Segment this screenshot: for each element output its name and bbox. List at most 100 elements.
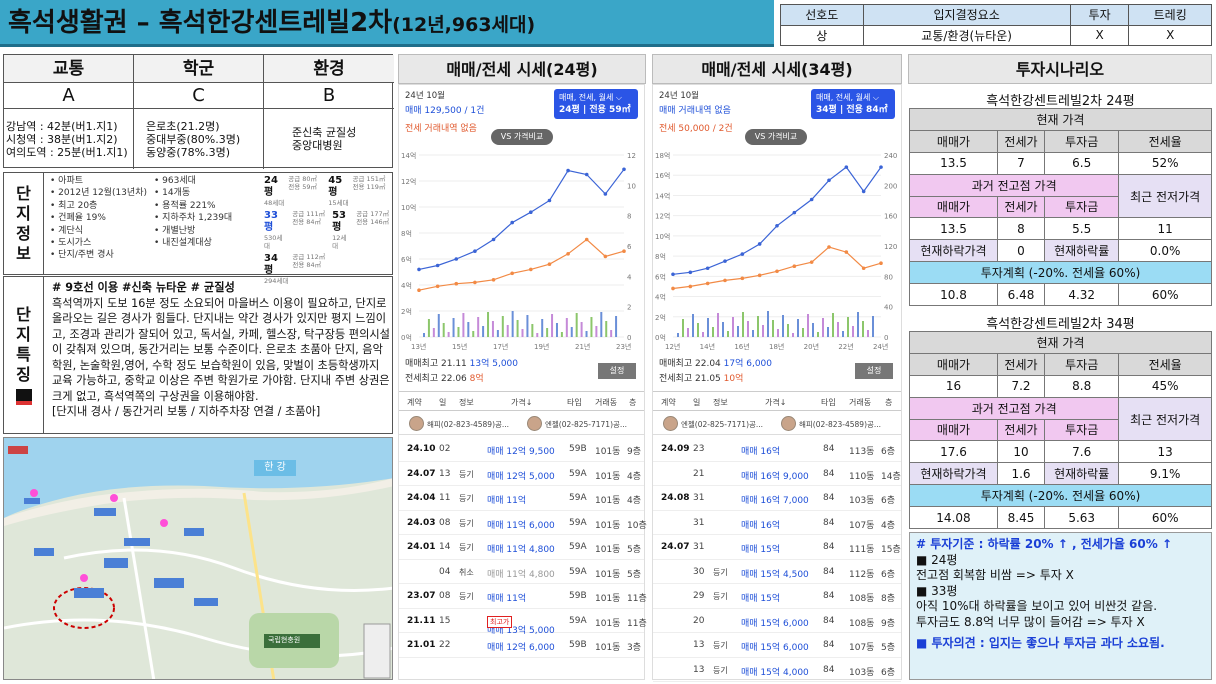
- label-char: 징: [16, 365, 31, 384]
- tx-dong: 101동: [595, 447, 621, 457]
- volume-bar: [677, 333, 679, 337]
- type-select-dropdown[interactable]: 매매, 전세, 월세 ⌵ 34평 | 전용 84㎡: [811, 89, 895, 119]
- table-row[interactable]: 30 등기 매매 15억 4,500 84 112동 6층: [653, 560, 901, 584]
- tx-kind: 등기: [713, 592, 728, 601]
- table-row[interactable]: 13 등기 매매 15억 4,000 84 103동 6층: [653, 658, 901, 682]
- location-map[interactable]: 한 강 국립현충원: [3, 437, 393, 680]
- agent-name[interactable]: 엔젤(02-825-7171)공...: [681, 420, 764, 429]
- x-tick-label: 22년: [838, 342, 853, 351]
- table-row[interactable]: 13 등기 매매 15억 6,000 84 107동 5층: [653, 633, 901, 658]
- tx-price: 매매 12억 9,500: [487, 447, 555, 457]
- type-area: 공급 80㎡ 전용 59㎡: [288, 175, 318, 191]
- investment: 8.8: [1044, 374, 1120, 398]
- col-head: 전세율: [1118, 352, 1212, 376]
- tx-floor: 4층: [627, 471, 642, 482]
- volume-bar: [697, 323, 699, 337]
- tx-kind: 등기: [713, 641, 728, 650]
- scenario-24-table: 현재 가격 매매가 전세가 투자금 전세율 13.5 7 6.5 52% 과거 전고점 가격…: [908, 108, 1212, 306]
- tx-kind: 등기: [459, 592, 474, 601]
- table-row[interactable]: 04 취소 매매 11억 4,800 59A 101동 5층: [399, 560, 644, 584]
- tx-header-cell: 타입: [567, 398, 582, 407]
- tx-type: 59B: [569, 640, 587, 650]
- select-type: 24평 | 전용 59㎡: [559, 105, 631, 115]
- series-line-전세: [672, 246, 882, 290]
- table-row[interactable]: 21.01 22 매매 12억 6,000 59B 101동 3층: [399, 633, 644, 658]
- table-row[interactable]: 24.04 11 등기 매매 11억 59A 101동 4층: [399, 486, 644, 511]
- table-row[interactable]: 21.11 15 매매 13억 5,000 59A 101동 11층 최고가: [399, 609, 647, 636]
- info-item: • 단지/주변 경사: [50, 250, 114, 261]
- table-row[interactable]: 31 매매 16억 84 107동 4층: [653, 511, 901, 535]
- scenario-24-title: 흑석한강센트레빌2차 24평: [986, 94, 1135, 109]
- tx-day: 31: [693, 493, 705, 503]
- type-households: 48세대: [264, 199, 285, 207]
- table-row[interactable]: 20 매매 15억 6,000 84 108동 9층: [653, 609, 901, 633]
- agent-name[interactable]: 엔젤(02-825-7171)공...: [545, 420, 628, 429]
- volume-bar: [536, 333, 539, 337]
- settings-button[interactable]: 설정: [855, 363, 893, 379]
- x-tick-label: 20년: [804, 342, 819, 351]
- volume-bar: [590, 317, 593, 337]
- settings-button[interactable]: 설정: [598, 363, 636, 379]
- features-footer: [단지내 경사 / 동간거리 보통 / 지하주차장 연결 / 초품아]: [52, 405, 321, 418]
- tx-dong: 101동: [595, 569, 621, 580]
- features-text: # 9호선 이용 #신축 뉴타운 # 균질성 흑석역까지 도보 16분 정도 소…: [52, 280, 390, 420]
- type-select-dropdown[interactable]: 매매, 전세, 월세 ⌵ 24평 | 전용 59㎡: [554, 89, 638, 119]
- volume-bar: [847, 317, 849, 337]
- volume-bar: [822, 318, 824, 337]
- volume-bar: [526, 315, 529, 337]
- type-row: 33평 530세대 공급 111㎡ 전용 84㎡ 53평 12세대 공급 177㎡ …: [264, 210, 392, 250]
- grade-environment: B: [264, 83, 394, 109]
- agent-name[interactable]: 해피(02-823-4589)공...: [799, 420, 882, 429]
- tx-day: 04: [439, 566, 451, 577]
- peak-info: 매매최고 22.04 17억 6,000 전세최고 21.05 10억: [659, 357, 772, 387]
- y-tick-label: 6억: [401, 256, 412, 264]
- table-row[interactable]: 21 매매 16억 9,000 84 110동 14층: [653, 462, 901, 486]
- data-point: [705, 281, 710, 286]
- table-row[interactable]: 23.07 08 등기 매매 11억 59B 101동 11층: [399, 584, 647, 609]
- compare-button[interactable]: VS 가격비교: [491, 129, 553, 145]
- tx-price: 매매 15억 4,000: [741, 667, 809, 678]
- table-row[interactable]: 24.10 02 매매 12억 9,500 59B 101동 9층: [399, 437, 644, 462]
- table-row[interactable]: 24.07 13 등기 매매 12억 5,000 59A 101동 4층: [399, 462, 644, 486]
- agent-name[interactable]: 해피(02-823-4589)공...: [427, 420, 510, 429]
- tx-floor: 4층: [627, 496, 642, 506]
- type-py: 45평: [328, 175, 343, 198]
- compare-button[interactable]: VS 가격비교: [745, 129, 807, 145]
- tx-kind: 등기: [713, 665, 728, 675]
- y2-tick-label: 10: [627, 182, 636, 190]
- drop-rate-label: 현재하락률: [1044, 239, 1120, 263]
- table-row[interactable]: 24.03 08 등기 매매 11억 6,000 59A 101동 10층: [399, 511, 647, 535]
- tx-day: 11: [439, 493, 451, 503]
- data-point: [809, 197, 814, 202]
- table-row[interactable]: 24.08 31 매매 16억 7,000 84 103동 6층: [653, 486, 901, 511]
- volume-bar: [437, 314, 440, 337]
- type-py: 33평: [264, 210, 278, 233]
- y2-tick-label: 0: [884, 334, 888, 342]
- tx-header-cell[interactable]: 가격↓: [511, 398, 533, 407]
- tx-header-cell: 일: [439, 398, 447, 407]
- select-line: 매매, 전세, 월세 ⌵: [559, 93, 622, 102]
- plan-sale: 14.08: [909, 506, 998, 529]
- desc-line: 중대부중(80%.3명): [146, 132, 241, 146]
- table-row[interactable]: 24.01 14 등기 매매 11억 4,800 59A 101동 5층: [399, 535, 644, 560]
- peak-value: 10억: [723, 374, 744, 384]
- tx-floor: 14층: [881, 471, 901, 482]
- data-point: [603, 254, 608, 259]
- table-row[interactable]: 29 등기 매매 15억 84 108동 8층: [653, 584, 901, 609]
- price-panel-34: 24년 10월 매매 거래내역 없음 전세 50,000 / 2건 매매, 전세…: [652, 84, 902, 682]
- complex-info-col2: • 963세대 • 14개동 • 용적률 221% • 지하주차 1,239대 …: [154, 175, 264, 249]
- data-point: [529, 267, 533, 272]
- tx-header-cell[interactable]: 가격↓: [765, 398, 787, 407]
- tx-type: 84: [823, 664, 835, 675]
- col-head: 매매가: [909, 195, 998, 219]
- table-row[interactable]: 24.07 31 매매 15억 84 111동 15층: [653, 535, 901, 560]
- tx-dong: 101동: [595, 618, 621, 629]
- tx-price: 매매 11억: [487, 594, 527, 604]
- basis-line: ■ 33평: [916, 583, 958, 598]
- volume-bar: [862, 321, 864, 337]
- current-price-label: 현재 가격: [909, 108, 1212, 131]
- tx-price: 매매 11억: [487, 496, 527, 506]
- table-row[interactable]: 24.09 23 매매 16억 84 113동 6층: [653, 437, 901, 462]
- plan-rate: 60%: [1118, 506, 1212, 529]
- tx-dong: 112동: [849, 569, 875, 580]
